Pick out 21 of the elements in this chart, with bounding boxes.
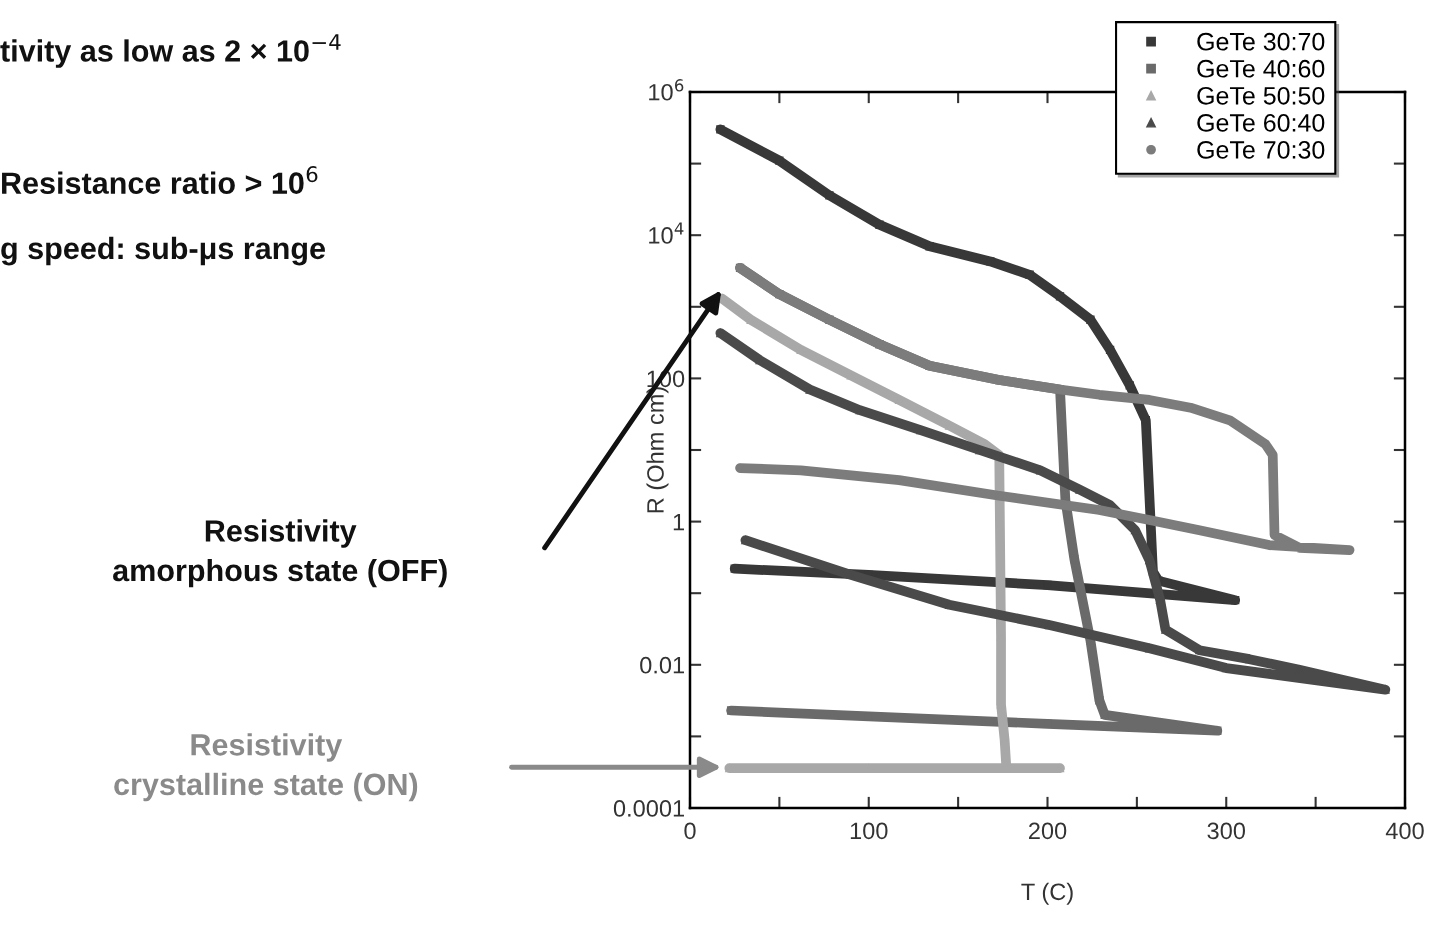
x-tick-label: 0 — [684, 822, 696, 840]
y-tick-label: 10$^{4}$ — [649, 222, 684, 244]
y-tick-label: 1 — [673, 513, 684, 531]
y-tick-label: 0.0001 — [613, 800, 684, 817]
legend-label: GeTe 30:70 — [1197, 32, 1325, 51]
x-tick-label: 200 — [1028, 822, 1067, 840]
text: Resistivity crystalline state (ON) — [114, 733, 418, 802]
x-tick-label: 100 — [850, 822, 888, 840]
text: g speed: sub-μs range — [1, 236, 325, 266]
legend-label: GeTe 40:60 — [1197, 59, 1325, 78]
legend-label: GeTe 70:30 — [1197, 141, 1325, 159]
text: Resistivity amorphous state (OFF) — [113, 519, 447, 588]
y-tick-label: 10$^{6}$ — [649, 79, 684, 101]
legend-label: GeTe 50:50 — [1197, 86, 1325, 105]
text: Resistance ratio > 10$^{6}$ — [2, 166, 318, 194]
text: tivity as low as 2 × 10$^{−4}$ — [0, 34, 341, 68]
x-tick-label: 300 — [1207, 822, 1246, 840]
legend-label: GeTe 60:40 — [1197, 113, 1325, 132]
x-tick-label: 400 — [1385, 822, 1424, 840]
x-axis-title: T (C) — [1021, 882, 1073, 905]
y-tick-label: 0.01 — [640, 656, 684, 674]
